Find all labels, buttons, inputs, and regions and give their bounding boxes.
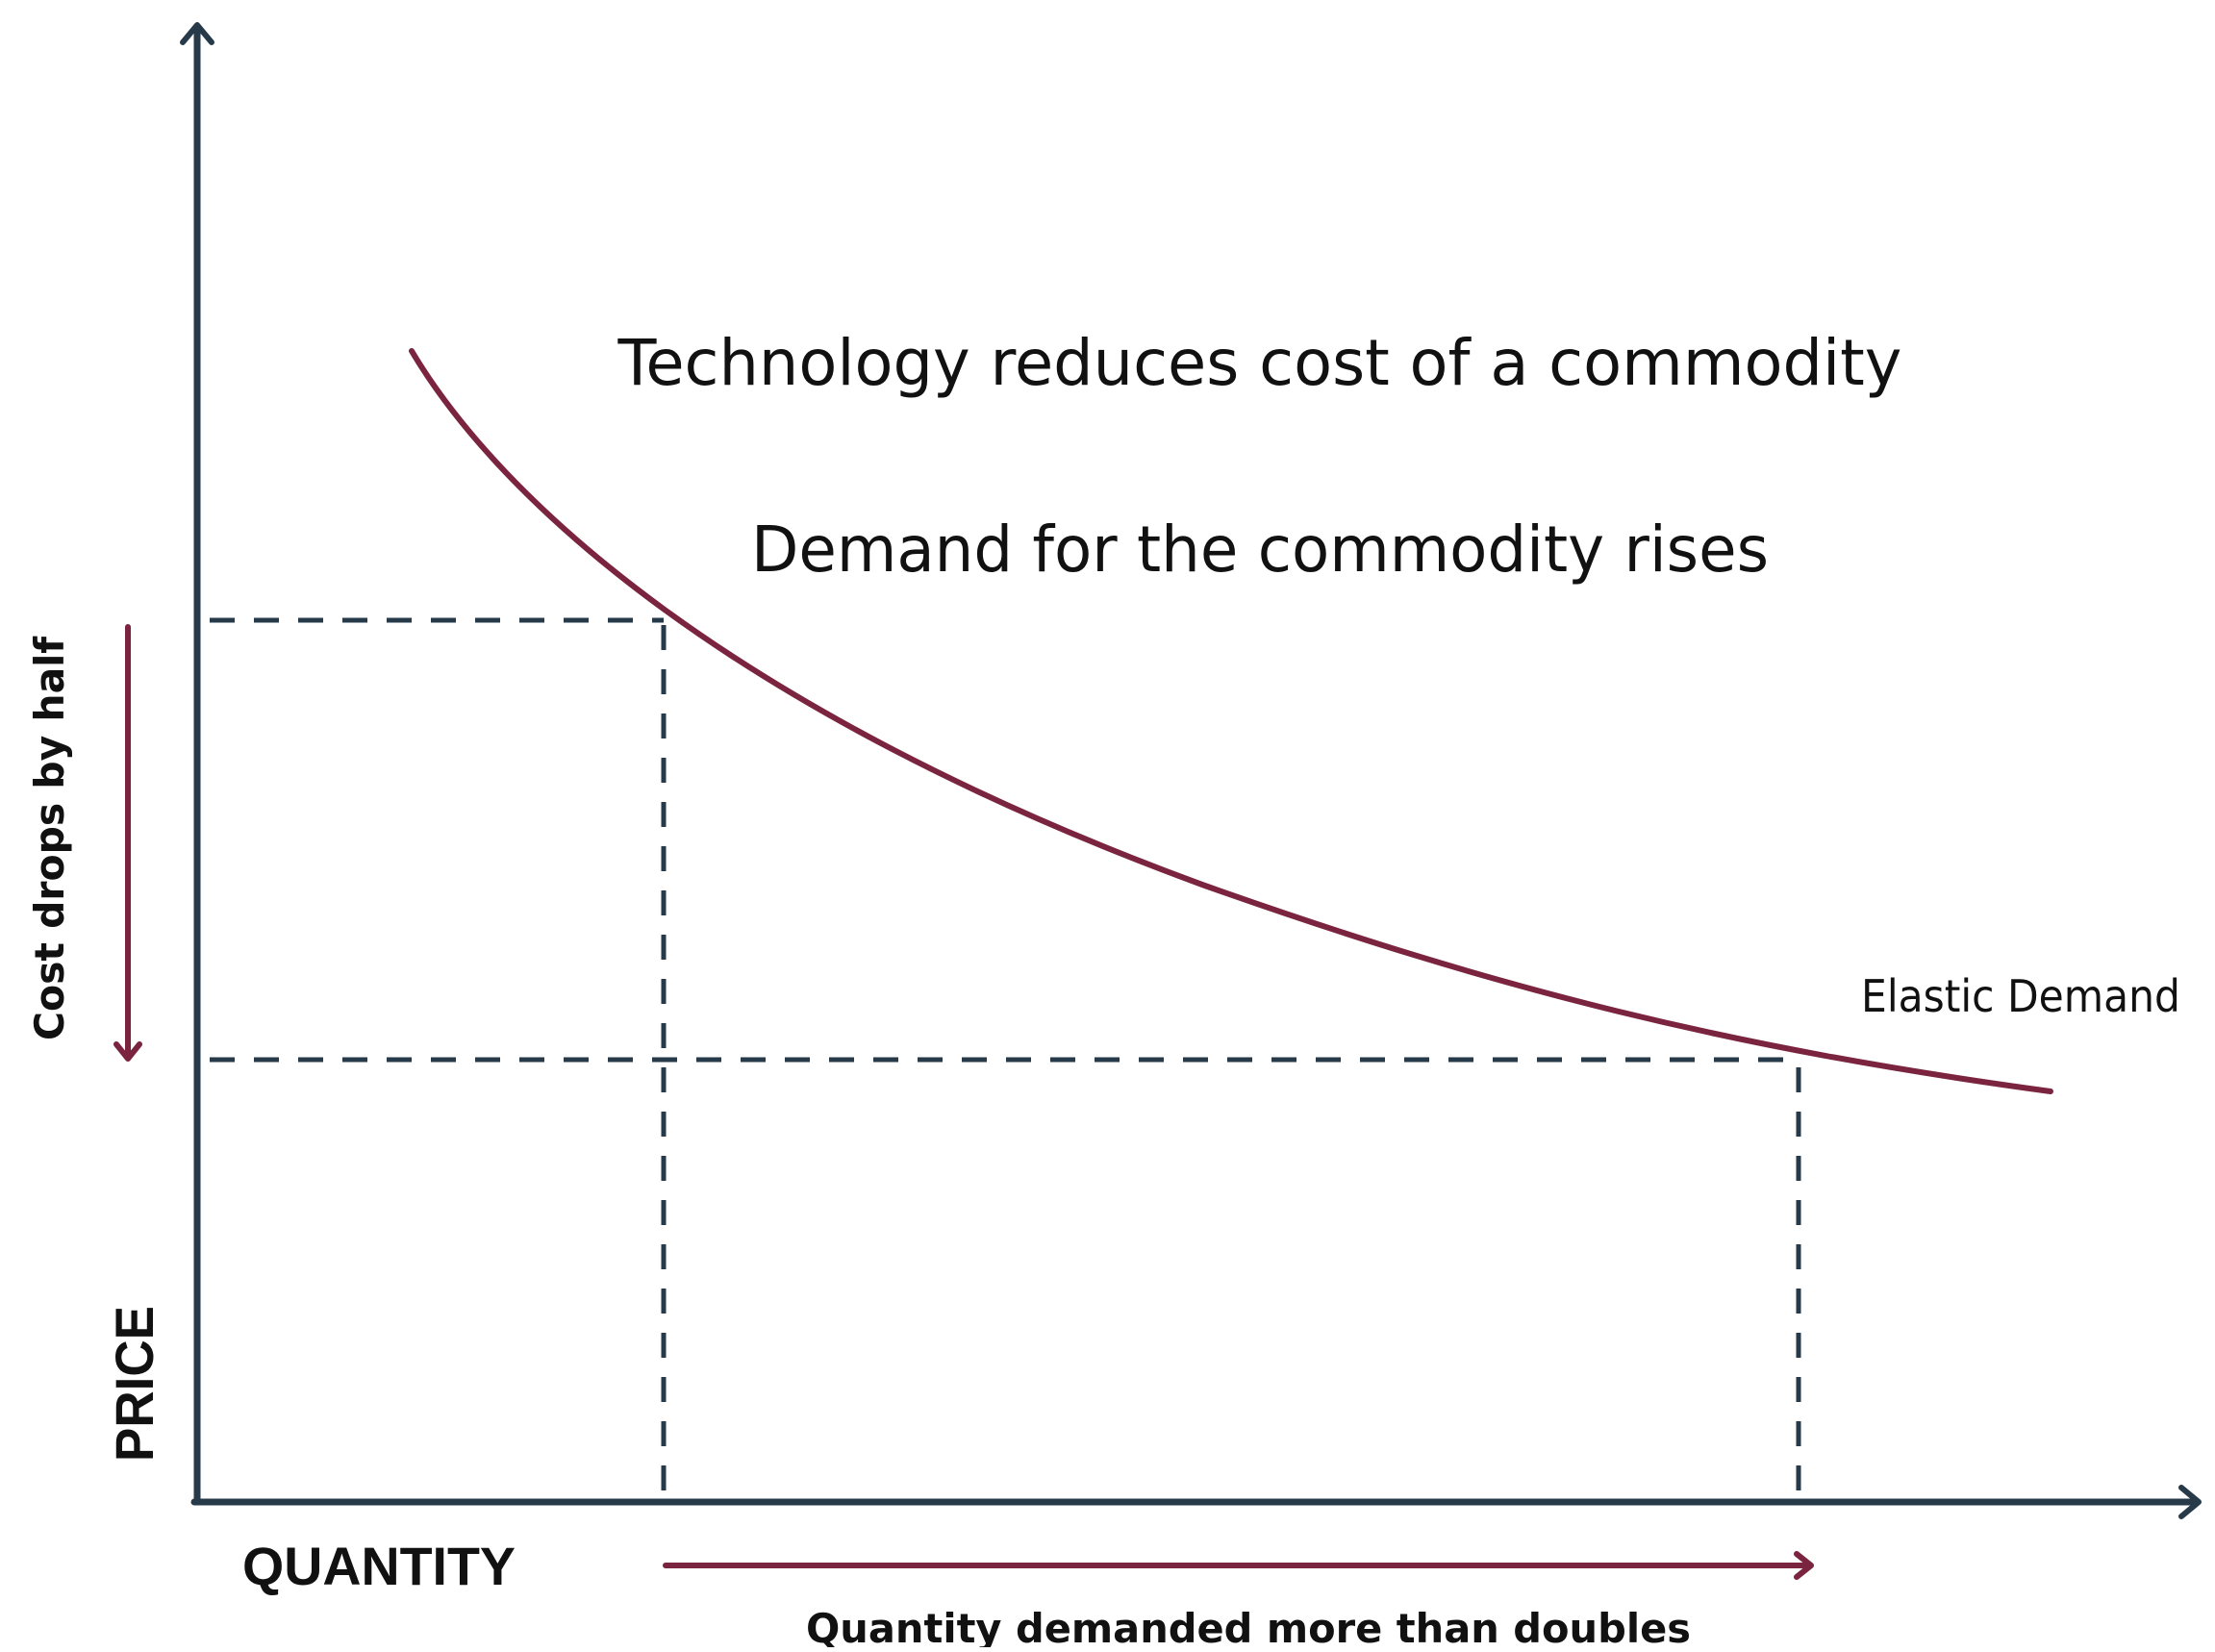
diagram-title-line-1: Technology reduces cost of a commodity [617,326,1902,400]
price-drop-arrowhead [113,1041,142,1062]
quantity-axis-label: QUANTITY [242,1536,516,1596]
quantity-axis-arrowhead [2178,1485,2202,1519]
price-axis-label: PRICE [104,1306,164,1462]
demand-curve [409,348,2053,1094]
diagram-title-line-2: Demand for the commodity rises [751,513,1769,587]
quantity-doubles-annotation: Quantity demanded more than doubles [806,1605,1691,1647]
quantity-increase-arrowhead [1794,1551,1814,1580]
cost-drops-annotation: Cost drops by half [26,636,73,1040]
elastic-demand-label: Elastic Demand [1861,970,2180,1022]
price-axis-arrowhead [180,22,214,45]
